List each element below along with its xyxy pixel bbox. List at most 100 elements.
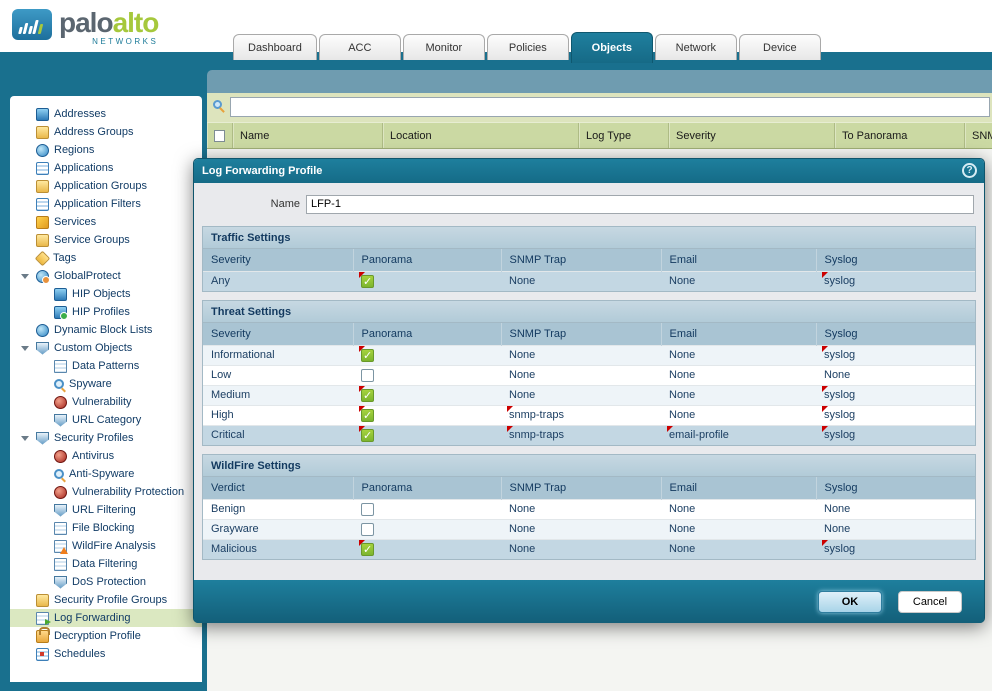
sidebar-item-globalprotect[interactable]: GlobalProtect [10, 267, 202, 285]
sidebar-item-addresses[interactable]: Addresses [10, 105, 202, 123]
snmp-trap-cell[interactable]: None [501, 518, 661, 539]
email-cell[interactable]: None [661, 384, 816, 405]
checked-checkbox[interactable] [361, 428, 374, 442]
sidebar-item-wildfire-analysis[interactable]: WildFire Analysis [10, 537, 202, 555]
listing-column-snmp[interactable]: SNMP [965, 123, 992, 148]
tab-objects[interactable]: Objects [570, 32, 653, 63]
email-cell[interactable]: None [661, 404, 816, 425]
sidebar-item-applications[interactable]: Applications [10, 159, 202, 177]
unchecked-checkbox[interactable] [361, 502, 374, 516]
sidebar-item-antivirus[interactable]: Antivirus [10, 447, 202, 465]
help-icon[interactable]: ? [962, 163, 977, 178]
cancel-button[interactable]: Cancel [898, 590, 962, 613]
snmp-trap-cell[interactable]: snmp-traps [501, 424, 661, 445]
sidebar-item-anti-spyware[interactable]: Anti-Spyware [10, 465, 202, 483]
sidebar-item-file-blocking[interactable]: File Blocking [10, 519, 202, 537]
sidebar-item-dos-protection[interactable]: DoS Protection [10, 573, 202, 591]
expander-icon[interactable] [21, 436, 29, 441]
checked-checkbox[interactable] [361, 542, 374, 556]
select-all-checkbox[interactable] [214, 129, 225, 142]
sidebar-item-vulnerability[interactable]: Vulnerability [10, 393, 202, 411]
ok-button[interactable]: OK [818, 590, 882, 613]
listing-column-severity[interactable]: Severity [669, 123, 835, 148]
expander-icon[interactable] [21, 346, 29, 351]
snmp-trap-cell[interactable]: None [501, 384, 661, 405]
syslog-cell[interactable]: syslog [816, 538, 975, 559]
sidebar-item-application-filters[interactable]: Application Filters [10, 195, 202, 213]
expander-icon[interactable] [21, 274, 29, 279]
syslog-cell[interactable]: syslog [816, 344, 975, 365]
email-cell[interactable]: None [661, 518, 816, 539]
email-cell[interactable]: None [661, 538, 816, 559]
tab-monitor[interactable]: Monitor [402, 34, 485, 60]
sidebar-item-application-groups[interactable]: Application Groups [10, 177, 202, 195]
sidebar-item-decryption-profile[interactable]: Decryption Profile [10, 626, 202, 645]
table-row: InformationalNoneNonesyslog [203, 344, 975, 365]
sidebar-item-log-forwarding[interactable]: Log Forwarding [10, 609, 202, 627]
email-cell[interactable]: email-profile [661, 424, 816, 445]
tab-network[interactable]: Network [654, 34, 737, 60]
syslog-cell[interactable]: None [816, 364, 975, 385]
table-row: Benign None None None [203, 498, 975, 519]
syslog-cell[interactable]: syslog [816, 270, 975, 291]
listing-column-location[interactable]: Location [383, 123, 579, 148]
sidebar-item-schedules[interactable]: Schedules [10, 645, 202, 663]
syslog-cell[interactable]: syslog [816, 384, 975, 405]
sidebar-item-service-groups[interactable]: Service Groups [10, 231, 202, 249]
syslog-cell[interactable]: None [816, 518, 975, 539]
sidebar-item-regions[interactable]: Regions [10, 141, 202, 159]
email-cell[interactable]: None [661, 270, 816, 291]
sidebar-item-security-profiles[interactable]: Security Profiles [10, 429, 202, 447]
syslog-cell[interactable]: None [816, 498, 975, 519]
sidebar-item-security-profile-groups[interactable]: Security Profile Groups [10, 591, 202, 609]
search-input[interactable] [230, 97, 990, 117]
paloalto-logo-icon [12, 9, 52, 40]
unchecked-checkbox[interactable] [361, 368, 374, 382]
tab-policies[interactable]: Policies [486, 34, 569, 60]
checked-checkbox[interactable] [361, 408, 374, 422]
syslog-cell[interactable]: syslog [816, 404, 975, 425]
tab-acc[interactable]: ACC [318, 34, 401, 60]
snmp-trap-cell[interactable]: None [501, 364, 661, 385]
email-cell[interactable]: None [661, 364, 816, 385]
sidebar-item-vulnerability-protection[interactable]: Vulnerability Protection [10, 483, 202, 501]
sidebar-tree: Addresses Address Groups Regions Applicatio… [10, 96, 202, 682]
tab-dashboard[interactable]: Dashboard [233, 34, 317, 60]
severity-cell: High [203, 404, 353, 425]
sidebar-item-services[interactable]: Services [10, 213, 202, 231]
snmp-trap-cell[interactable]: None [501, 498, 661, 519]
sidebar-item-spyware[interactable]: Spyware [10, 375, 202, 393]
globe-icon [36, 143, 49, 157]
tab-device[interactable]: Device [738, 34, 821, 60]
snmp-trap-cell[interactable]: snmp-traps [501, 404, 661, 425]
snmp-trap-cell[interactable]: None [501, 344, 661, 365]
sidebar-item-label: URL Filtering [72, 504, 136, 516]
sidebar-item-tags[interactable]: Tags [10, 249, 202, 267]
panorama-cell [353, 498, 501, 519]
sidebar-item-label: DoS Protection [72, 576, 146, 588]
email-cell[interactable]: None [661, 344, 816, 365]
snmp-trap-cell[interactable]: None [501, 270, 661, 291]
sidebar-item-dynamic-block-lists[interactable]: Dynamic Block Lists [10, 321, 202, 339]
sidebar-item-url-filtering[interactable]: URL Filtering [10, 501, 202, 519]
sidebar-item-data-patterns[interactable]: Data Patterns [10, 357, 202, 375]
sidebar-item-hip-profiles[interactable]: HIP Profiles [10, 303, 202, 321]
listing-column-log-type[interactable]: Log Type [579, 123, 669, 148]
listing-column-to-panorama[interactable]: To Panorama [835, 123, 965, 148]
sidebar-item-label: HIP Profiles [72, 306, 130, 318]
sidebar-item-address-groups[interactable]: Address Groups [10, 123, 202, 141]
sidebar-item-url-category[interactable]: URL Category [10, 411, 202, 429]
doc-flame-icon [54, 539, 68, 554]
sidebar-item-data-filtering[interactable]: Data Filtering [10, 555, 202, 573]
sidebar-item-hip-objects[interactable]: HIP Objects [10, 285, 202, 303]
snmp-trap-cell[interactable]: None [501, 538, 661, 559]
email-cell[interactable]: None [661, 498, 816, 519]
checked-checkbox[interactable] [361, 274, 374, 288]
listing-column-name[interactable]: Name [233, 123, 383, 148]
checked-checkbox[interactable] [361, 388, 374, 402]
name-field[interactable] [306, 194, 974, 214]
unchecked-checkbox[interactable] [361, 522, 374, 536]
checked-checkbox[interactable] [361, 348, 374, 362]
sidebar-item-custom-objects[interactable]: Custom Objects [10, 339, 202, 357]
syslog-cell[interactable]: syslog [816, 424, 975, 445]
